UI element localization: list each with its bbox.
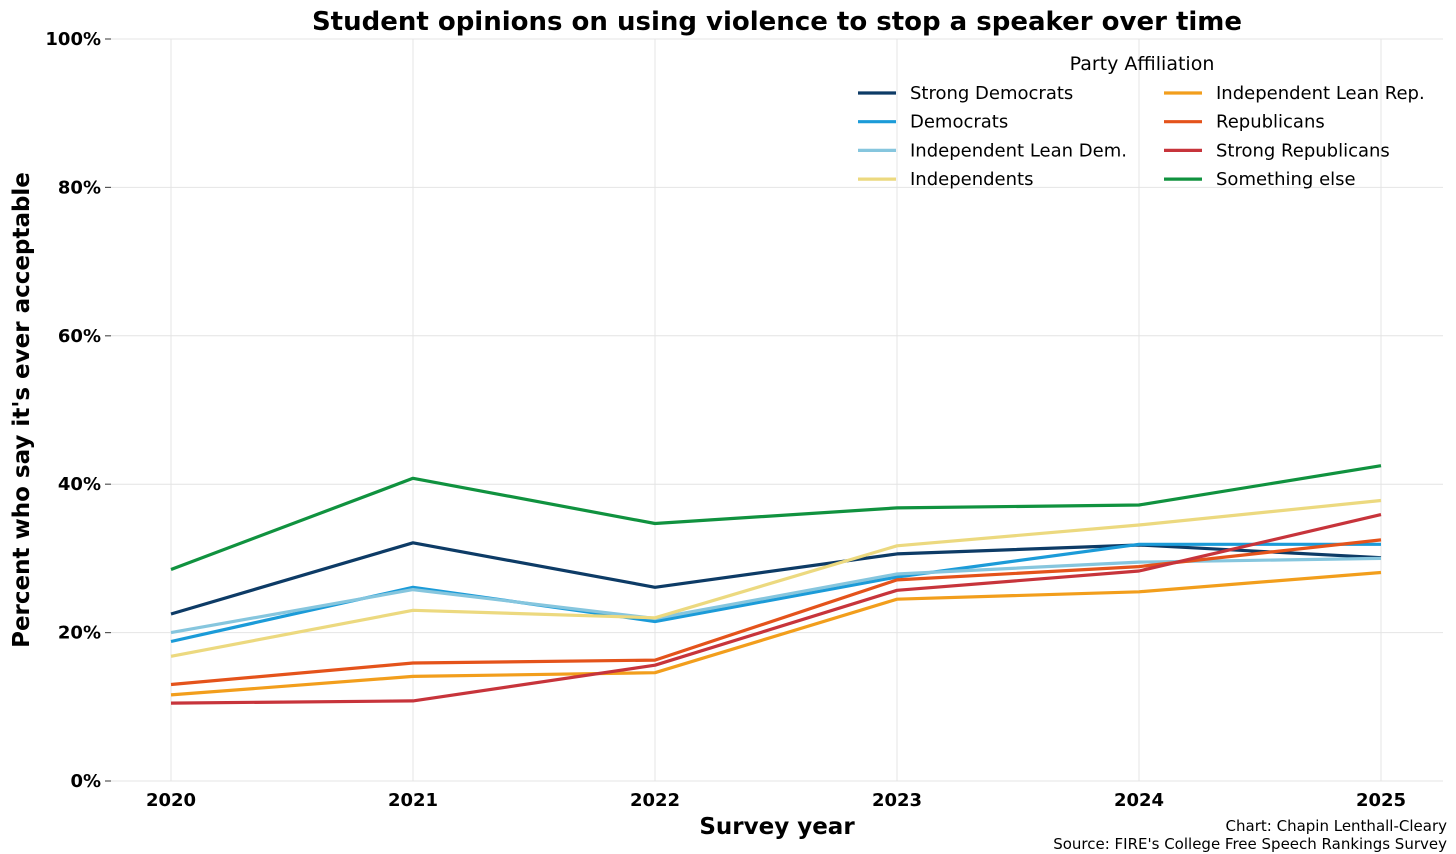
y-tick-label: 100% — [45, 29, 101, 50]
series-line-something-else — [170, 464, 1382, 571]
legend-label-republicans: Republicans — [1216, 112, 1325, 133]
series-lines — [170, 464, 1382, 705]
legend-label-independent-lean-rep: Independent Lean Rep. — [1216, 83, 1425, 104]
y-tick-label: 40% — [58, 474, 101, 495]
x-tick-label: 2025 — [1356, 790, 1406, 811]
series-line-strong-republicans — [170, 513, 1382, 705]
y-tick-label: 0% — [70, 771, 101, 792]
series-line-independents — [170, 498, 1382, 658]
grid — [111, 38, 1443, 782]
x-tick-label: 2022 — [630, 790, 680, 811]
x-axis: 2020 2021 2022 2023 2024 2025 — [146, 790, 1406, 811]
legend-label-democrats: Democrats — [910, 112, 1008, 133]
y-tick-label: 20% — [58, 623, 101, 644]
legend-label-independents: Independents — [910, 169, 1033, 190]
y-axis-label: Percent who say it's ever acceptable — [9, 172, 35, 648]
legend: Party Affiliation Strong Democrats Democr… — [858, 53, 1425, 190]
legend-label-something-else: Something else — [1216, 169, 1356, 190]
legend-label-strong-republicans: Strong Republicans — [1216, 140, 1390, 161]
x-tick-label: 2020 — [146, 790, 196, 811]
y-axis: 0% 20% 40% 60% 80% 100% — [45, 29, 111, 792]
series-line-independent-lean-rep — [170, 570, 1382, 697]
series-line-strong-democrats — [170, 541, 1382, 616]
x-tick-label: 2021 — [388, 790, 438, 811]
chart-title: Student opinions on using violence to st… — [312, 7, 1242, 37]
y-tick-label: 80% — [58, 177, 101, 198]
x-tick-label: 2024 — [1114, 790, 1164, 811]
legend-label-independent-lean-dem: Independent Lean Dem. — [910, 140, 1127, 161]
y-tick-label: 60% — [58, 326, 101, 347]
legend-title: Party Affiliation — [1070, 53, 1215, 75]
x-axis-label: Survey year — [699, 814, 855, 840]
legend-label-strong-democrats: Strong Democrats — [910, 83, 1073, 104]
chart-source: Source: FIRE's College Free Speech Ranki… — [1053, 835, 1447, 853]
chart-credit: Chart: Chapin Lenthall-Cleary — [1226, 817, 1448, 835]
x-tick-label: 2023 — [872, 790, 922, 811]
